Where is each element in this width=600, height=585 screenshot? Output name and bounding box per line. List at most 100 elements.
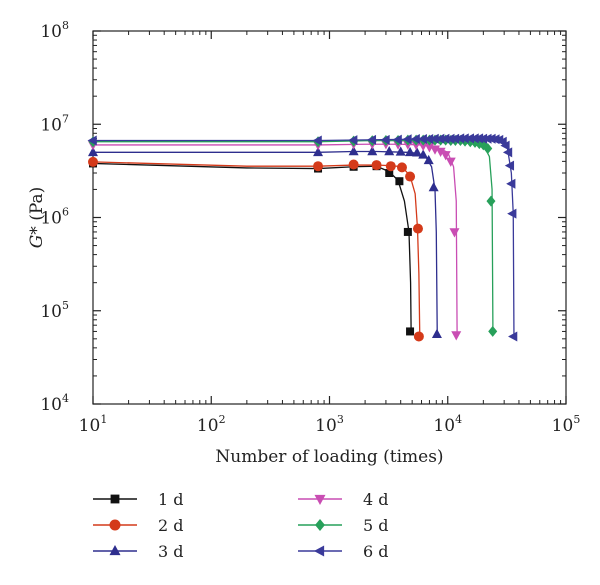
legend-item-3: 3 d [93,542,184,561]
data-point [449,228,460,238]
data-point [490,134,500,145]
series-1 [89,159,415,336]
data-point [395,177,404,186]
data-point [395,146,406,156]
data-point [402,134,412,145]
data-point [423,133,434,144]
legend-marker [109,544,121,556]
data-point [431,328,442,338]
series-3 [88,146,442,338]
data-point [412,147,423,157]
y-tick-label: 108 [40,19,69,42]
data-point [440,133,450,144]
legend-marker [314,494,326,506]
legend-label: 5 d [363,516,389,535]
series-2 [88,156,424,342]
data-point [449,133,460,144]
data-point [418,149,429,159]
y-axis-title: G* (Pa) [27,187,47,249]
x-tick-label: 105 [552,413,581,436]
legend-marker [110,494,120,504]
data-point [504,160,515,171]
legend-item-6: 6 d [298,542,389,561]
data-point [423,154,434,165]
data-point [451,331,462,341]
data-point [371,160,382,171]
y-tick-label: 106 [40,206,69,229]
data-point [313,161,324,172]
data-point [428,181,439,192]
data-point [459,133,469,144]
data-point [313,146,324,157]
data-point [392,134,402,145]
data-point [417,133,427,144]
data-point [410,133,420,144]
legend-marker [109,519,121,531]
x-tick-label: 103 [315,413,344,436]
legend-item-1: 1 d [93,490,184,509]
data-point [385,161,396,172]
data-point [405,171,416,182]
legend: 1 d 2 d 3 d 4 d 5 d 6 d [93,490,389,561]
series-layer [87,133,518,342]
legend-item-4: 4 d [298,490,389,509]
series-line [93,143,458,335]
series-line [92,162,412,332]
y-tick-label: 105 [40,299,69,322]
data-point [384,146,395,156]
data-point [440,151,451,161]
data-point [429,133,439,144]
legend-item-5: 5 d [298,516,389,535]
legend-marker [315,518,325,532]
data-point [88,156,98,167]
legend-label: 6 d [363,542,389,561]
legend-label: 1 d [158,490,184,509]
data-point [500,140,510,151]
data-point [87,135,97,146]
legend-label: 2 d [158,516,184,535]
data-point [380,134,390,145]
series-line [93,139,494,332]
data-point [445,133,455,144]
y-tick-label: 104 [40,392,69,415]
data-point [405,146,416,157]
data-point [348,146,359,156]
series-line [92,161,421,337]
data-point [464,133,475,144]
series-6 [87,133,518,342]
data-point [502,147,513,158]
data-point [403,227,412,236]
axes: 101 102 103 104 105 104 105 106 107 108 [40,19,580,436]
data-point [486,133,496,144]
data-point [507,208,517,219]
data-point [312,135,322,146]
legend-label: 3 d [158,542,184,561]
data-point [385,169,394,178]
data-point [367,146,378,156]
legend-label: 4 d [363,490,389,509]
x-tick-label: 104 [433,413,462,436]
data-point [413,331,424,342]
data-point [435,147,446,158]
data-point [366,134,377,145]
legend-item-2: 2 d [93,516,184,535]
data-point [435,133,445,144]
data-point [506,178,516,189]
x-axis-title: Number of loading (times) [215,447,443,467]
y-axis-title-text: G* (Pa) [27,187,47,249]
data-point [88,146,98,157]
plot-frame [92,30,567,405]
data-point [508,331,518,342]
data-point [488,325,498,337]
x-tick-label: 101 [79,413,108,436]
x-tick-label: 102 [197,413,226,436]
data-point [348,159,359,170]
series-line [93,150,438,335]
data-point [486,195,496,207]
legend-marker [313,545,325,557]
data-point [396,162,407,173]
data-point [483,142,493,154]
y-tick-label: 107 [40,112,69,135]
